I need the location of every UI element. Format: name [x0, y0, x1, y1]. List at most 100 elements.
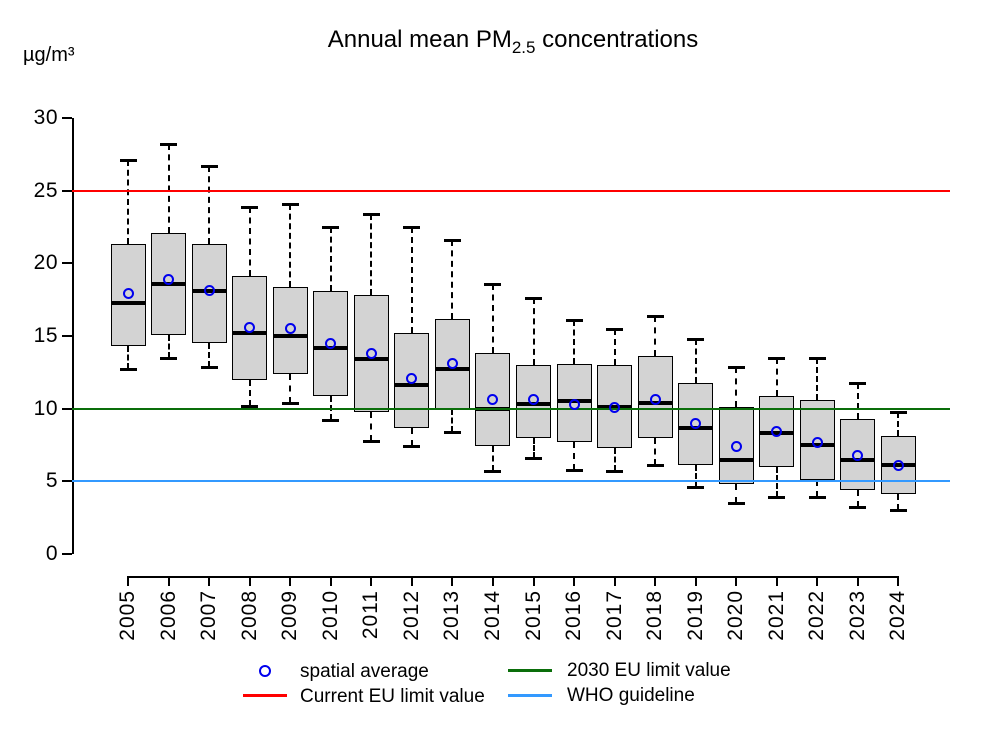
whisker-lower-cap [606, 470, 624, 474]
y-axis-tick [62, 262, 72, 265]
legend-green-line-icon [508, 669, 552, 672]
x-axis-tick [491, 578, 494, 586]
mean-point-2023 [852, 449, 864, 461]
x-axis-tick [410, 578, 413, 586]
whisker-lower-line [370, 411, 373, 441]
whisker-upper-line [613, 328, 616, 366]
x-axis-tick [816, 578, 819, 586]
whisker-upper-line [573, 320, 576, 364]
whisker-lower-line [694, 465, 697, 488]
whisker-upper-cap [160, 143, 178, 147]
chart-title: Annual mean PM2.5 concentrations [13, 26, 1000, 58]
mean-point-2011 [365, 347, 377, 359]
y-axis-tick [62, 553, 72, 555]
y-axis-tick-label: 0 [45, 542, 58, 565]
whisker-upper-line [329, 227, 332, 291]
whisker-lower-cap [646, 464, 664, 468]
x-axis-tick-label: 2009 [278, 590, 302, 641]
x-axis-tick-label: 2007 [197, 590, 221, 641]
whisker-lower-cap [727, 502, 745, 506]
whisker-lower-cap [281, 401, 299, 405]
y-axis-tick [62, 335, 72, 337]
y-axis-tick-label: 5 [45, 469, 58, 493]
whisker-upper-cap [200, 164, 218, 168]
whisker-lower-cap [403, 445, 421, 449]
median-line-2011 [353, 357, 389, 362]
whisker-upper-line [532, 298, 535, 366]
whisker-lower-cap [160, 356, 178, 360]
whisker-lower-cap [484, 470, 502, 474]
whisker-upper-line [248, 206, 251, 277]
x-axis-tick-label: 2018 [643, 590, 667, 641]
median-line-2020 [718, 457, 754, 462]
whisker-upper-line [127, 160, 129, 245]
mean-point-2016 [568, 398, 580, 410]
x-axis-tick-label: 2010 [318, 590, 342, 641]
whisker-upper-cap [484, 282, 502, 286]
y-axis-tick-label: 25 [33, 178, 58, 202]
x-axis-tick [654, 578, 657, 586]
chart-title-suffix: concentrations [535, 26, 699, 53]
median-line-2009 [272, 334, 308, 338]
mean-point-2021 [771, 426, 783, 438]
whisker-lower-line [410, 427, 413, 447]
y-axis-line [72, 118, 74, 554]
mean-point-2015 [528, 394, 539, 406]
mean-point-2012 [406, 372, 418, 384]
whisker-upper-cap [241, 205, 259, 209]
x-axis-tick-label: 2017 [602, 590, 626, 641]
whisker-lower-line [573, 442, 576, 470]
x-axis-tick [573, 578, 576, 586]
y-axis-tick-label: 20 [33, 251, 58, 275]
mean-point-2007 [203, 285, 215, 297]
whisker-lower-cap [849, 506, 867, 510]
whisker-lower-line [735, 484, 738, 504]
x-axis-tick-label: 2023 [845, 590, 869, 641]
y-axis-tick [62, 117, 72, 119]
median-line-2008 [232, 331, 268, 336]
whisker-lower-line [816, 479, 819, 498]
y-axis-tick [62, 189, 72, 192]
y-axis-tick [62, 480, 72, 483]
whisker-upper-line [167, 144, 170, 233]
mean-point-2006 [163, 273, 175, 285]
x-axis-tick-label: 2008 [237, 590, 261, 641]
mean-point-2010 [325, 337, 337, 349]
x-axis-tick [613, 578, 616, 586]
legend-label-2030-eu-limit: 2030 EU limit value [567, 660, 731, 681]
x-axis-tick-label: 2006 [156, 590, 180, 641]
x-axis-tick-label: 2021 [764, 590, 788, 641]
mean-point-2017 [609, 401, 621, 413]
legend-open-circle-icon [259, 665, 271, 677]
whisker-lower-cap [241, 404, 259, 408]
x-axis-tick [127, 578, 129, 586]
whisker-lower-line [532, 437, 535, 459]
whisker-upper-cap [119, 159, 137, 163]
whisker-lower-line [289, 373, 292, 403]
whisker-upper-cap [362, 212, 380, 216]
whisker-lower-cap [362, 439, 380, 443]
mean-point-2008 [244, 321, 256, 333]
mean-point-2013 [446, 358, 458, 370]
x-axis-tick [451, 578, 454, 586]
whisker-upper-cap [525, 297, 542, 301]
whisker-upper-cap [808, 356, 826, 360]
median-line-2005 [110, 300, 146, 305]
x-axis-tick-label: 2012 [399, 590, 423, 641]
x-axis-tick-label: 2013 [440, 590, 464, 641]
x-axis-tick [532, 578, 535, 586]
x-axis-tick [735, 578, 738, 586]
x-axis-tick [289, 578, 292, 586]
x-axis-tick-label: 2024 [886, 590, 910, 641]
whisker-upper-cap [646, 314, 664, 318]
x-axis-tick [208, 578, 211, 586]
legend-label-current-eu-limit: Current EU limit value [300, 686, 485, 707]
y-axis-tick-label: 30 [33, 106, 58, 129]
whisker-lower-cap [322, 419, 340, 423]
x-axis-tick-label: 2022 [805, 590, 829, 641]
whisker-upper-line [289, 203, 292, 287]
whisker-upper-cap [322, 226, 340, 229]
whisker-upper-line [654, 315, 657, 357]
whisker-upper-line [735, 366, 738, 408]
y-axis-tick-label: 15 [33, 324, 58, 347]
